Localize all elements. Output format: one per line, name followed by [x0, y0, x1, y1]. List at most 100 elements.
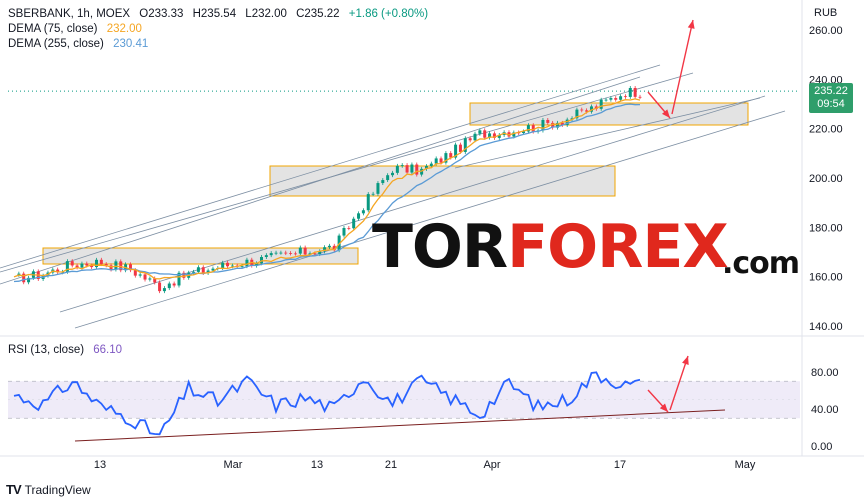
candle-body	[429, 163, 433, 167]
candle-body	[386, 175, 390, 181]
candle-body	[531, 125, 535, 132]
rsi-line	[13, 371, 641, 436]
torforex-watermark: TORFOREX .com	[372, 212, 800, 282]
time-tick-label: 13	[94, 459, 106, 471]
dema255-label: DEMA (255, close)	[8, 38, 104, 50]
candle-body	[352, 218, 356, 229]
candle-body	[196, 267, 200, 272]
candle-body	[279, 252, 283, 254]
candle-body	[526, 125, 530, 132]
candle-body	[439, 158, 443, 163]
candle-body	[546, 119, 550, 123]
candle-body	[17, 273, 21, 275]
dema255-legend[interactable]: DEMA (255, close) 230.41	[8, 37, 148, 52]
candle-body	[604, 99, 608, 101]
dema75-legend[interactable]: DEMA (75, close) 232.00	[8, 22, 142, 37]
tradingview-logo[interactable]: TV TradingView	[6, 482, 91, 497]
candle-body	[609, 98, 613, 100]
candle-body	[342, 228, 346, 236]
last-price-tag: 235.22 09:54	[809, 83, 853, 113]
time-tick-label: 21	[385, 459, 397, 471]
candle-body	[158, 282, 162, 292]
candle-body	[589, 106, 593, 112]
close-value: C235.22	[296, 8, 340, 20]
time-tick-label: Apr	[483, 459, 500, 471]
candle-body	[638, 96, 642, 98]
candle-body	[284, 252, 288, 254]
candle-body	[357, 213, 361, 219]
arrow-up-rsi	[669, 355, 689, 411]
candle-body	[70, 261, 74, 266]
candle-body	[541, 119, 545, 131]
candle-body	[298, 247, 302, 254]
candle-body	[269, 253, 273, 256]
candle-body	[454, 144, 458, 158]
time-tick-label: 13	[311, 459, 323, 471]
candle-body	[366, 194, 370, 211]
candle-body	[497, 134, 501, 138]
candle-body	[255, 263, 259, 266]
dema75-label: DEMA (75, close)	[8, 23, 98, 35]
candle-body	[230, 265, 234, 267]
price-tick-label: 200.00	[809, 173, 843, 185]
candle-body	[65, 261, 69, 272]
arrow-down-rsi-head	[659, 403, 668, 412]
tradingview-icon: TV	[6, 482, 22, 497]
candle-body	[551, 122, 555, 128]
rsi-tick-label: 0.00	[811, 441, 832, 453]
candle-body	[633, 87, 637, 97]
candle-body	[85, 263, 89, 266]
candle-body	[264, 255, 268, 257]
candle-body	[522, 131, 526, 134]
dema75-value: 232.00	[106, 23, 142, 35]
candle-body	[104, 264, 108, 266]
candle-body	[405, 165, 409, 173]
channel-line-1	[0, 64, 661, 269]
candle-body	[153, 278, 157, 283]
watermark-tor: TOR	[372, 212, 508, 282]
candle-body	[211, 268, 215, 271]
candle-body	[245, 259, 249, 267]
candle-body	[138, 274, 142, 276]
candle-body	[259, 256, 263, 264]
rsi-tick-label: 40.00	[811, 404, 839, 416]
candle-body	[623, 96, 627, 98]
candle-body	[371, 193, 375, 195]
candle-body	[80, 263, 84, 268]
price-tick-label: 180.00	[809, 222, 843, 234]
candle-body	[400, 165, 404, 166]
candle-body	[381, 180, 385, 184]
candle-body	[434, 158, 438, 164]
candle-body	[313, 253, 317, 255]
change-value: +1.86 (+0.80%)	[348, 8, 429, 20]
candle-body	[289, 253, 293, 254]
candle-body	[463, 138, 467, 152]
candle-body	[148, 278, 152, 280]
currency-label[interactable]: RUB	[814, 7, 838, 19]
arrow-up-rsi-head	[682, 356, 689, 365]
candle-body	[128, 264, 132, 271]
symbol-label[interactable]: SBERBANK, 1h, MOEX	[8, 8, 131, 20]
candle-body	[585, 110, 589, 112]
candle-body	[206, 270, 210, 273]
candle-body	[56, 269, 60, 273]
candle-body	[192, 271, 196, 273]
candle-body	[90, 265, 94, 268]
candle-body	[27, 277, 31, 283]
open-value: O233.33	[139, 8, 184, 20]
candle-body	[240, 266, 244, 267]
rsi-legend[interactable]: RSI (13, close) 66.10	[8, 343, 122, 358]
low-value: L232.00	[245, 8, 287, 20]
high-value: H235.54	[192, 8, 237, 20]
candle-body	[628, 87, 632, 97]
time-tick-label: 17	[614, 459, 626, 471]
time-tick-label: Mar	[224, 459, 243, 471]
candle-body	[599, 99, 603, 109]
candle-body	[376, 183, 380, 194]
tradingview-label: TradingView	[24, 482, 91, 497]
candle-body	[468, 138, 472, 141]
candle-body	[619, 96, 623, 100]
price-tick-label: 140.00	[809, 321, 843, 333]
rsi-value: 66.10	[93, 344, 123, 356]
candle-body	[560, 122, 564, 125]
